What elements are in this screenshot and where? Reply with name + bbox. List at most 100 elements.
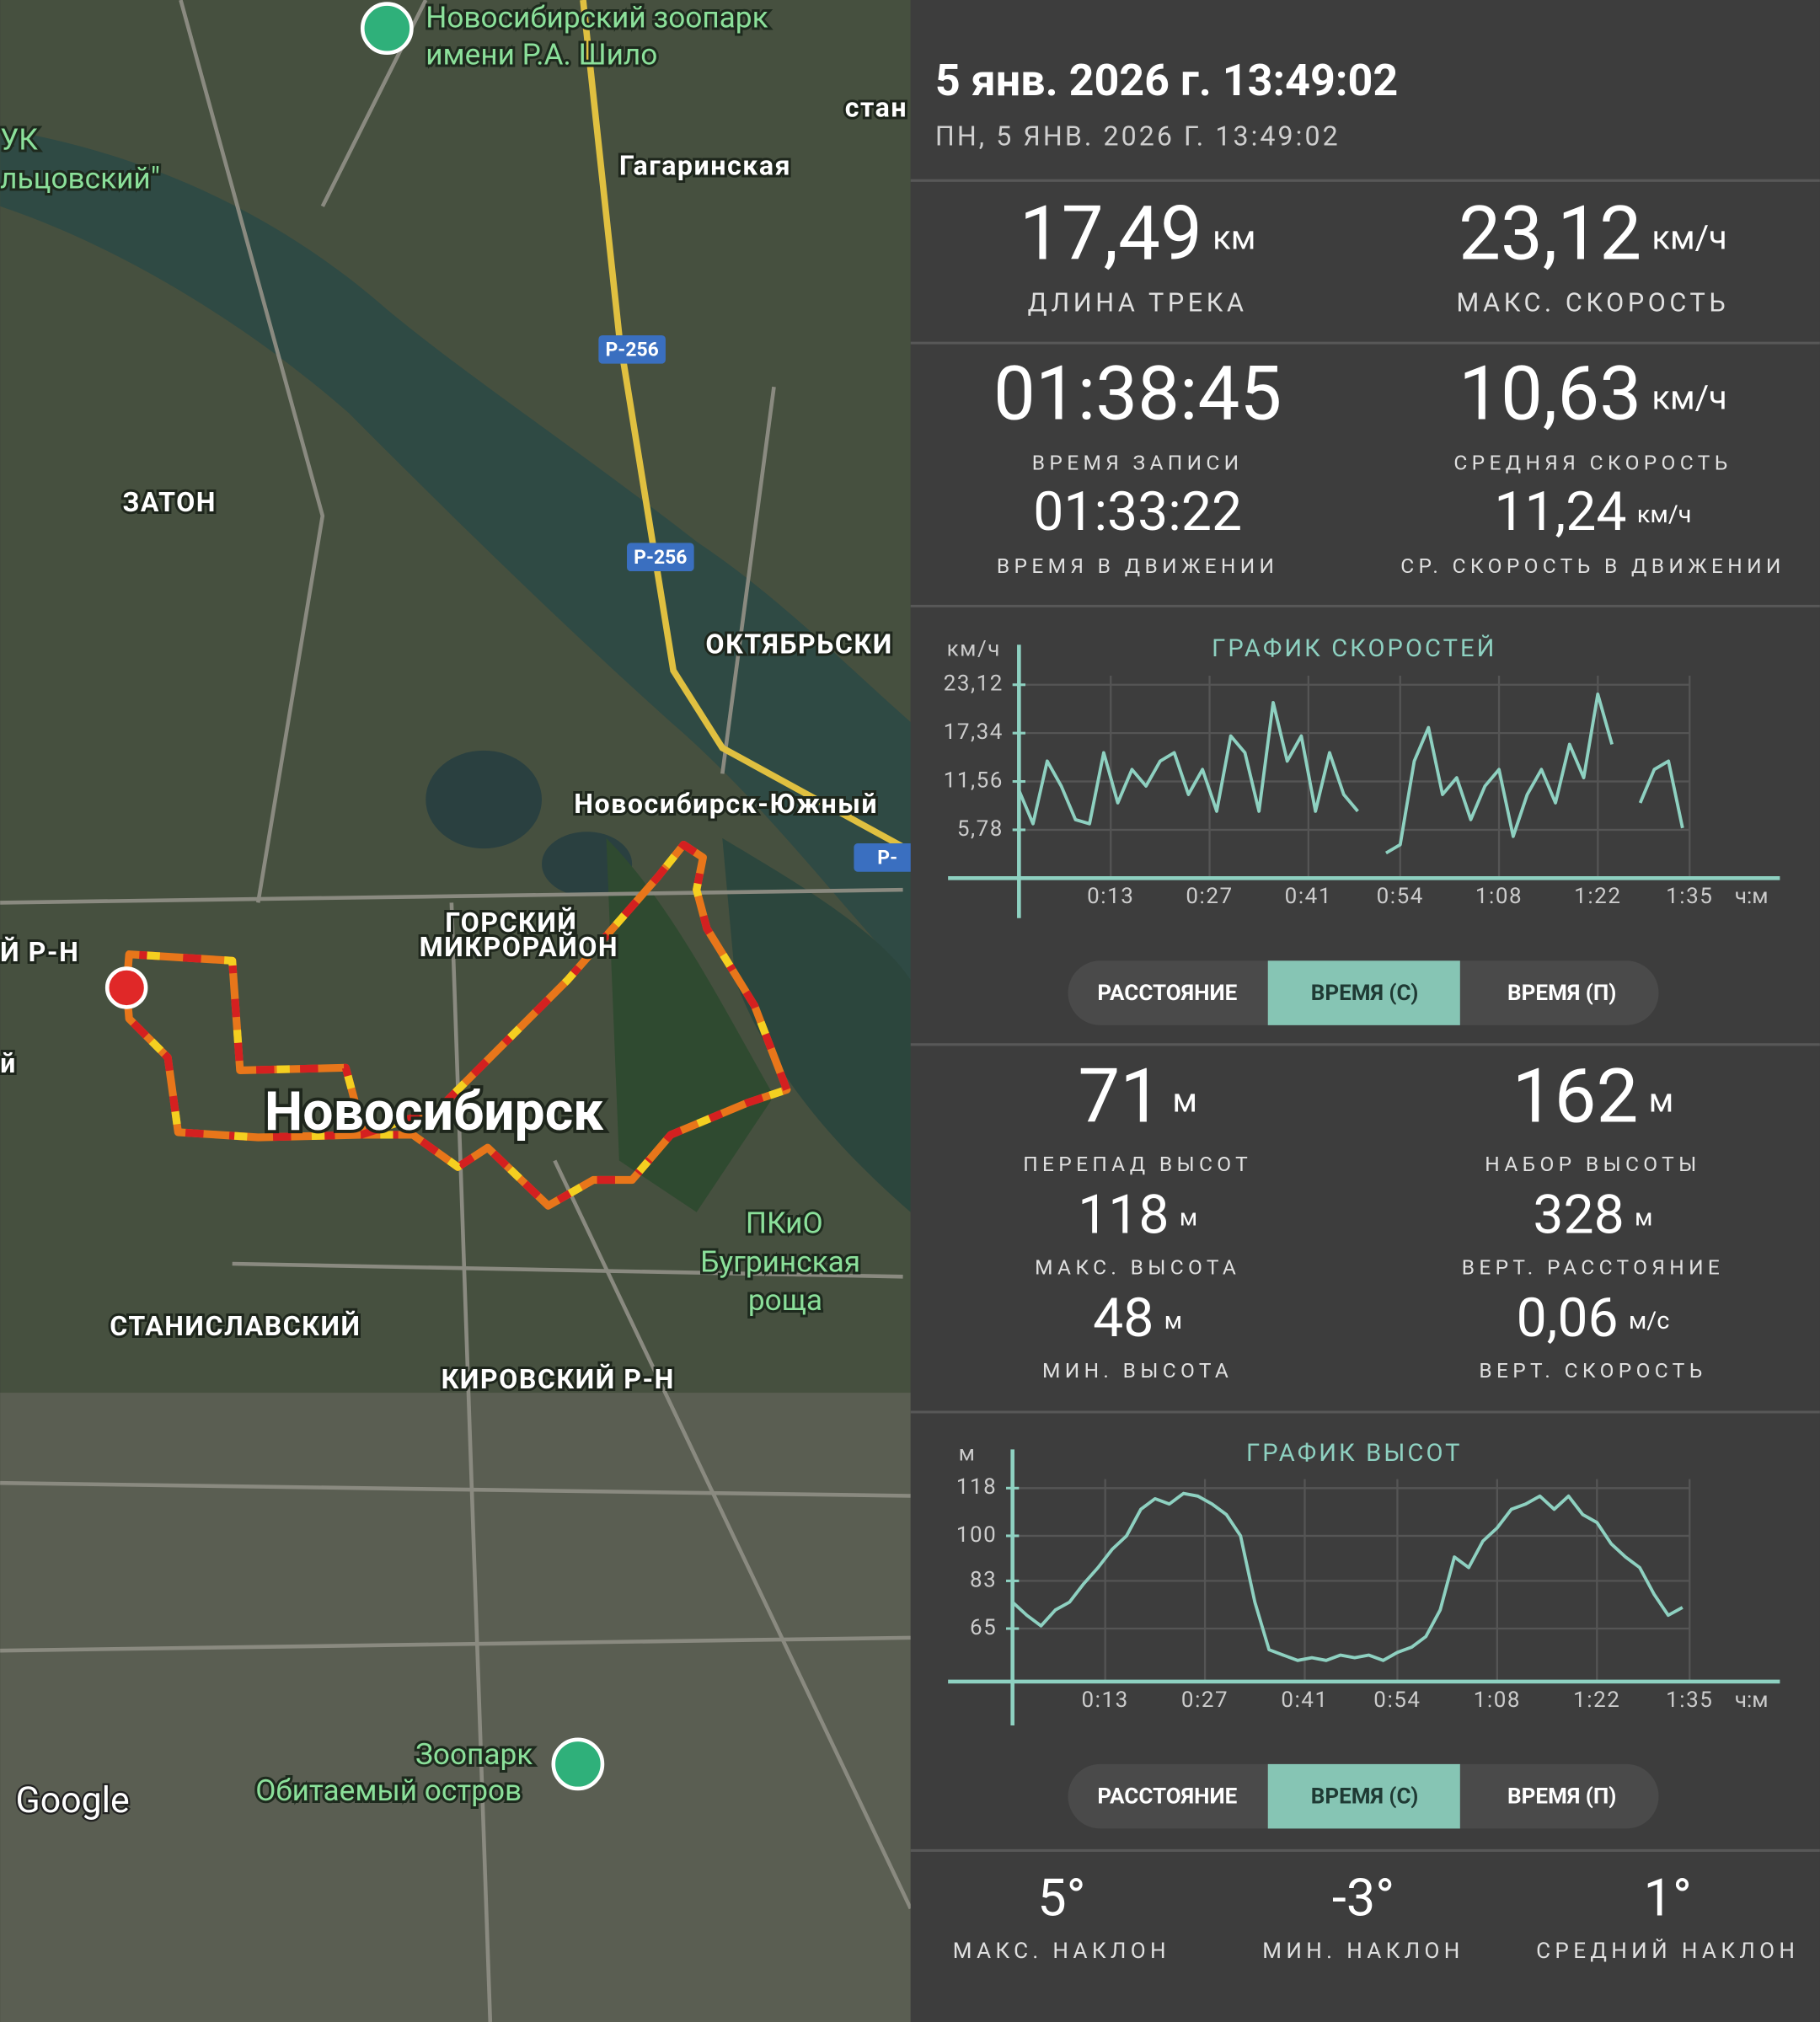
route-line — [122, 840, 791, 1210]
stat-number: 118 — [1078, 1182, 1169, 1246]
mode-button[interactable]: ВРЕМЯ (С) — [1267, 1763, 1460, 1829]
stat-unit: м — [1180, 1203, 1197, 1232]
route — [122, 840, 791, 1210]
x-tick-label: 1:22 — [1573, 1688, 1620, 1713]
chart-title: ГРАФИК СКОРОСТЕЙ — [1212, 634, 1496, 663]
industrial-area — [0, 1393, 911, 2022]
map-label: Зоопарк — [415, 1736, 533, 1772]
stat-label: ПЕРЕПАД ВЫСОТ — [1023, 1152, 1252, 1176]
stat-value: 1° — [1644, 1868, 1692, 1928]
city-label: Новосибирск — [265, 1079, 604, 1143]
stat-label: МАКС. НАКЛОН — [953, 1939, 1170, 1964]
map-label: СТАНИСЛАВСКИЙ — [110, 1310, 361, 1342]
mode-label: ВРЕМЯ (П) — [1507, 981, 1616, 1006]
header-subtitle: ПН, 5 ЯНВ. 2026 Г. 13:49:02 — [935, 120, 1341, 152]
stat-label: ДЛИНА ТРЕКА — [1028, 288, 1248, 318]
stat-value: 17,49 км — [1020, 190, 1255, 278]
mode-switch: РАССТОЯНИЕ ВРЕМЯ (С) ВРЕМЯ (П) — [1068, 960, 1659, 1025]
start-marker[interactable] — [104, 966, 148, 1009]
stat-number: 01:33:22 — [1033, 479, 1242, 543]
stat-unit: м — [1172, 1080, 1197, 1120]
map-label: Бугринская — [700, 1244, 860, 1279]
data-line — [1017, 693, 1684, 855]
y-tick-label: 100 — [956, 1522, 997, 1548]
x-unit: ч:м — [1735, 884, 1769, 909]
x-tick-label: 1:22 — [1574, 884, 1621, 909]
stat-value: 71 м — [1078, 1053, 1197, 1141]
stat-value: 23,12 км/ч — [1459, 190, 1727, 278]
mode-label: РАССТОЯНИЕ — [1097, 1784, 1237, 1810]
lake — [426, 750, 543, 849]
map-label: стан — [845, 92, 907, 124]
stat-number: 328 — [1533, 1182, 1624, 1246]
chart-title: ГРАФИК ВЫСОТ — [1246, 1439, 1463, 1468]
map-label: Новосибирский зоопарк — [426, 0, 768, 35]
x-tick-label: 0:13 — [1081, 1688, 1128, 1713]
stat-number: 162 — [1512, 1053, 1639, 1141]
stat-label: МИН. НАКЛОН — [1262, 1939, 1464, 1964]
stat-number: 48 — [1093, 1286, 1154, 1350]
mode-button[interactable]: ВРЕМЯ (П) — [1507, 1784, 1616, 1810]
stat-unit: м — [1649, 1080, 1674, 1120]
stat-value: 118 м — [1078, 1182, 1197, 1246]
map-label: ГОРСКИЙ — [445, 907, 577, 939]
map-label: имени Р.А. Шило — [426, 37, 657, 72]
mode-button[interactable]: ВРЕМЯ (П) — [1507, 981, 1616, 1006]
google-logo: Google — [16, 1779, 130, 1821]
y-unit: км/ч — [947, 636, 1001, 661]
x-tick-label: 0:41 — [1281, 1688, 1328, 1713]
stat-unit: м/с — [1629, 1307, 1670, 1335]
stat-label: НАБОР ВЫСОТЫ — [1485, 1152, 1700, 1176]
stat-label: ВЕРТ. РАССТОЯНИЕ — [1462, 1255, 1724, 1280]
stat-number: 10,63 — [1459, 350, 1641, 438]
y-tick-label: 83 — [970, 1567, 997, 1592]
x-unit: ч:м — [1735, 1688, 1769, 1713]
stat-number: 0,06 — [1517, 1286, 1619, 1350]
mode-button[interactable]: РАССТОЯНИЕ — [1097, 1784, 1237, 1810]
river — [722, 837, 911, 1212]
road-label: Р-256 — [634, 546, 687, 569]
stat-value: 10,63 км/ч — [1459, 350, 1727, 438]
stat-number: -3° — [1332, 1868, 1394, 1928]
mode-switch: РАССТОЯНИЕ ВРЕМЯ (С) ВРЕМЯ (П) — [1068, 1763, 1659, 1829]
mode-selected — [1267, 960, 1460, 1025]
map-label: ПКиО — [746, 1205, 823, 1240]
y-tick-label: 17,34 — [944, 719, 1004, 745]
map-label: ЗАТОН — [123, 486, 217, 518]
road-label: Р-256 — [605, 338, 658, 361]
river — [0, 129, 911, 981]
zoo-icon[interactable] — [360, 2, 414, 56]
stat-number: 1° — [1644, 1868, 1692, 1928]
mode-label: ВРЕМЯ (С) — [1311, 1784, 1419, 1810]
map-label: роща — [748, 1282, 822, 1318]
data-line — [1011, 1491, 1684, 1662]
stat-value: 0,06 м/с — [1517, 1286, 1670, 1350]
stat-label: СРЕДНИЙ НАКЛОН — [1536, 1939, 1799, 1964]
y-tick-label: 65 — [970, 1615, 997, 1640]
stat-value: 11,24 км/ч — [1494, 479, 1691, 543]
mode-button[interactable]: РАССТОЯНИЕ — [1097, 981, 1237, 1006]
stat-number: 5° — [1037, 1868, 1085, 1928]
stat-unit: км/ч — [1637, 500, 1692, 529]
stat-label: МИН. ВЫСОТА — [1042, 1358, 1233, 1383]
stat-number: 17,49 — [1020, 190, 1202, 278]
zoo-icon[interactable] — [551, 1737, 605, 1791]
stat-unit: м — [1635, 1203, 1652, 1232]
forest — [606, 837, 774, 1212]
dividers — [910, 179, 1820, 1852]
stat-value: 48 м — [1093, 1286, 1182, 1350]
mode-button[interactable]: ВРЕМЯ (С) — [1267, 960, 1460, 1025]
x-tick-label: 0:27 — [1181, 1688, 1228, 1713]
map-label: й — [0, 1047, 17, 1079]
y-unit: м — [959, 1441, 977, 1466]
stat-number: 71 — [1078, 1053, 1162, 1141]
mode-label: ВРЕМЯ (С) — [1311, 981, 1419, 1006]
stat-unit: км/ч — [1651, 377, 1726, 417]
stat-unit: км — [1212, 217, 1255, 257]
map-label: Новосибирск-Южный — [574, 788, 878, 820]
road-badge — [854, 843, 922, 872]
